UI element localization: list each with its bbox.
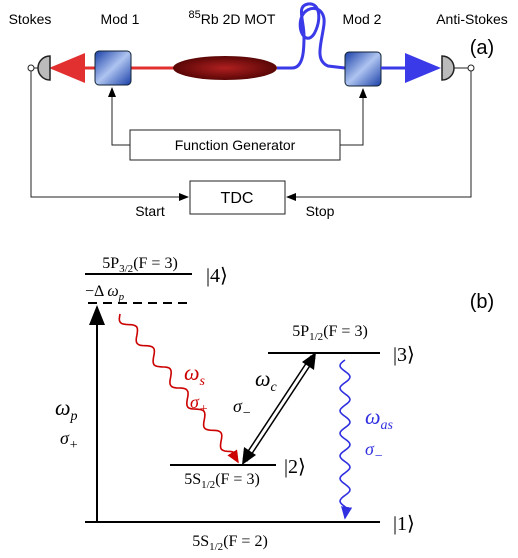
level2-base: 5S bbox=[184, 471, 201, 488]
coupling-freq: ωc bbox=[255, 366, 278, 395]
anti-stokes-sub: as bbox=[381, 418, 394, 433]
mot-text: Rb 2D MOT bbox=[201, 11, 276, 27]
level3-tail: (F = 3) bbox=[323, 323, 368, 340]
tdc-label: TDC bbox=[221, 190, 254, 207]
level4-sub: 3/2 bbox=[119, 263, 133, 275]
stokes-photon bbox=[118, 313, 239, 464]
panel-b: (b) bbox=[470, 291, 494, 313]
coupling-head-down bbox=[242, 447, 256, 465]
detector-left bbox=[37, 55, 51, 81]
level3-ket: |3⟩ bbox=[393, 344, 415, 366]
level2-label: 5S1/2(F = 3) bbox=[184, 471, 260, 491]
stokes-pol-sub: + bbox=[199, 402, 208, 417]
mod2 bbox=[344, 51, 382, 87]
mot-isotope: 85 bbox=[189, 9, 201, 21]
stop-line bbox=[286, 71, 472, 201]
mod1-label: Mod 1 bbox=[101, 11, 140, 27]
detuning-label: −Δ ωp bbox=[85, 283, 125, 303]
detuning-prefix: −Δ bbox=[85, 283, 104, 300]
mot-cloud bbox=[173, 56, 277, 80]
mod2-label: Mod 2 bbox=[343, 11, 382, 27]
level1-ket: |1⟩ bbox=[393, 513, 415, 535]
level3-label: 5P1/2(F = 3) bbox=[292, 323, 368, 343]
anti-stokes-freq: ωas bbox=[365, 404, 394, 433]
coupling-pol-sub: − bbox=[242, 406, 251, 421]
anti-stokes-label: Anti-Stokes bbox=[436, 11, 508, 27]
stokes-pol-symbol: σ bbox=[190, 392, 200, 412]
stokes-freq: ωs bbox=[184, 360, 206, 389]
detuning-sub: p bbox=[118, 291, 125, 303]
level2-sub: 1/2 bbox=[201, 479, 215, 491]
level2-tail: (F = 3) bbox=[215, 471, 260, 488]
coupling-sub: c bbox=[271, 380, 278, 395]
detuning-symbol: ω bbox=[107, 283, 118, 300]
mod1 bbox=[94, 50, 132, 86]
fiber bbox=[277, 2, 346, 70]
pump-symbol: ω bbox=[55, 395, 71, 420]
fg-to-mod2 bbox=[340, 88, 367, 146]
level4-ket: |4⟩ bbox=[206, 265, 228, 287]
coupling-pol: σ− bbox=[233, 396, 251, 421]
coupling-pol-symbol: σ bbox=[233, 396, 243, 416]
level1-base: 5S bbox=[192, 533, 209, 550]
anti-stokes-pol-sub: − bbox=[374, 449, 383, 464]
function-generator-box bbox=[129, 129, 341, 161]
stop-label: Stop bbox=[306, 203, 335, 219]
stokes-pol: σ+ bbox=[190, 392, 208, 417]
level1-tail: (F = 2) bbox=[223, 533, 268, 550]
pump-sub: p bbox=[70, 409, 78, 424]
stokes-symbol: ω bbox=[184, 360, 200, 385]
level1-sub: 1/2 bbox=[209, 541, 223, 553]
coupling-arrow-inner bbox=[243, 356, 315, 461]
coupling-symbol: ω bbox=[255, 366, 271, 391]
anti-stokes-symbol: ω bbox=[365, 404, 381, 429]
anti-stokes-pol-symbol: σ bbox=[365, 439, 375, 459]
pump-label: ωp bbox=[55, 395, 78, 424]
level4-tail: (F = 3) bbox=[133, 255, 178, 272]
level3-base: 5P bbox=[292, 323, 309, 340]
level4-base: 5P bbox=[102, 255, 119, 272]
level1-label: 5S1/2(F = 2) bbox=[192, 533, 268, 553]
fg-to-mod1 bbox=[108, 87, 130, 146]
start-line bbox=[30, 71, 189, 201]
anti-stokes-photon bbox=[339, 359, 353, 520]
tdc-box bbox=[189, 180, 286, 215]
detector-right bbox=[441, 55, 455, 81]
detector-left-port bbox=[27, 64, 35, 72]
level3-sub: 1/2 bbox=[309, 331, 323, 343]
mot-label: 85Rb 2D MOT bbox=[189, 9, 276, 27]
level2-ket: |2⟩ bbox=[284, 456, 306, 478]
level4-label: 5P3/2(F = 3) bbox=[102, 255, 178, 275]
pump-pol-symbol: σ bbox=[60, 428, 70, 448]
anti-stokes-pol: σ− bbox=[365, 439, 383, 464]
pump-pol-sub: + bbox=[69, 438, 78, 453]
start-label: Start bbox=[135, 203, 165, 219]
panel-a: (a) bbox=[470, 37, 494, 59]
stokes-label: Stokes bbox=[9, 11, 52, 27]
stokes-sub: s bbox=[200, 374, 206, 389]
function-generator-label: Function Generator bbox=[175, 137, 296, 153]
detector-right-port bbox=[467, 64, 475, 72]
coupling-head-up bbox=[302, 352, 316, 370]
pump-pol: σ+ bbox=[60, 428, 78, 453]
